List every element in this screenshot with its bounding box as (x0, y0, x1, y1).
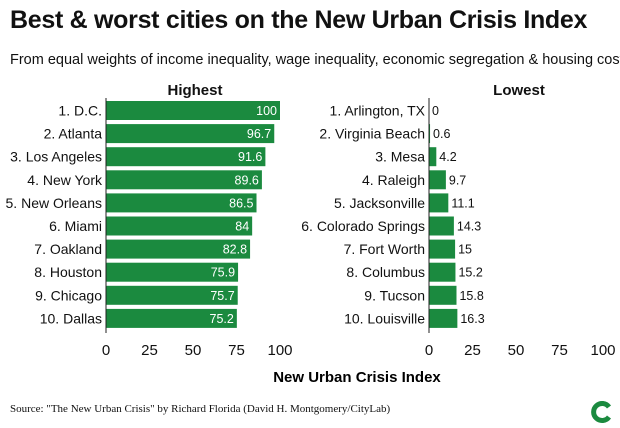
bar (429, 262, 456, 282)
bar (429, 239, 456, 259)
bar (106, 308, 237, 328)
category-label: 8. Columbus (346, 264, 425, 280)
bar (106, 239, 251, 259)
value-label: 15 (458, 243, 472, 257)
lowest-panel-title: Lowest (493, 82, 545, 99)
category-label: 6. Miami (49, 218, 102, 234)
value-label: 89.6 (235, 173, 259, 187)
value-label: 15.2 (458, 266, 482, 280)
x-tick-label: 75 (228, 342, 245, 359)
value-label: 16.3 (460, 312, 484, 326)
value-label: 82.8 (223, 243, 247, 257)
category-label: 1. Arlington, TX (330, 103, 426, 119)
category-label: 9. Chicago (35, 287, 102, 303)
category-label: 5. Jacksonville (334, 195, 425, 211)
x-tick-label: 0 (102, 342, 110, 359)
value-label: 0 (432, 104, 439, 118)
bar (429, 193, 449, 213)
category-label: 7. Oakland (34, 241, 102, 257)
x-tick-label: 75 (551, 342, 568, 359)
bar (429, 216, 454, 236)
x-tick-label: 50 (185, 342, 202, 359)
value-label: 75.9 (211, 266, 235, 280)
category-label: 3. Los Angeles (10, 149, 102, 165)
category-label: 4. New York (27, 172, 103, 188)
category-label: 8. Houston (34, 264, 102, 280)
category-label: 6. Colorado Springs (301, 218, 425, 234)
x-tick-label: 100 (590, 342, 615, 359)
x-axis-label: New Urban Crisis Index (273, 369, 441, 386)
value-label: 15.8 (459, 289, 483, 303)
source-note: Source: "The New Urban Crisis" by Richar… (10, 403, 391, 415)
category-label: 2. Virginia Beach (319, 126, 425, 142)
bar (429, 308, 458, 328)
value-label: 14.3 (457, 220, 481, 234)
value-label: 4.2 (439, 150, 456, 164)
category-label: 1. D.C. (58, 103, 102, 119)
category-label: 7. Fort Worth (344, 241, 425, 257)
x-tick-label: 25 (141, 342, 158, 359)
x-tick-label: 100 (267, 342, 292, 359)
bar (429, 170, 446, 190)
value-label: 91.6 (238, 150, 262, 164)
x-tick-label: 25 (464, 342, 481, 359)
bar (106, 262, 239, 282)
value-label: 0.6 (433, 127, 450, 141)
x-tick-label: 50 (508, 342, 525, 359)
highest-panel: Highest 1. D.C. 100 2. Atlanta 96.7 3. Los An… (6, 82, 293, 359)
category-label: 10. Louisville (344, 310, 425, 326)
x-tick-label: 0 (425, 342, 433, 359)
category-label: 2. Atlanta (44, 126, 103, 142)
value-label: 96.7 (247, 127, 271, 141)
highest-panel-title: Highest (167, 82, 222, 99)
category-label: 3. Mesa (375, 149, 425, 165)
chart-title: Best & worst cities on the New Urban Cri… (10, 6, 588, 34)
bar (429, 285, 457, 305)
value-label: 100 (256, 104, 277, 118)
category-label: 5. New Orleans (6, 195, 102, 211)
citylab-logo-icon (591, 401, 612, 423)
bar (106, 216, 253, 236)
value-label: 11.1 (451, 196, 474, 210)
bar (106, 285, 238, 305)
chart-subtitle: From equal weights of income inequality,… (10, 52, 620, 68)
bar-charts: Highest 1. D.C. 100 2. Atlanta 96.7 3. Los An… (6, 82, 616, 386)
bar (106, 193, 257, 213)
value-label: 86.5 (229, 196, 253, 210)
category-label: 10. Dallas (40, 310, 102, 326)
value-label: 75.7 (210, 289, 234, 303)
value-label: 9.7 (449, 173, 466, 187)
bar (106, 170, 262, 190)
bar (429, 147, 437, 167)
value-label: 84 (235, 220, 249, 234)
bar (429, 124, 431, 144)
lowest-panel: Lowest 1. Arlington, TX 0 2. Virginia Beach… (301, 82, 615, 359)
value-label: 75.2 (210, 312, 234, 326)
bar (106, 147, 266, 167)
bar (106, 101, 280, 120)
category-label: 4. Raleigh (362, 172, 425, 188)
bar (106, 124, 275, 144)
category-label: 9. Tucson (364, 287, 425, 303)
